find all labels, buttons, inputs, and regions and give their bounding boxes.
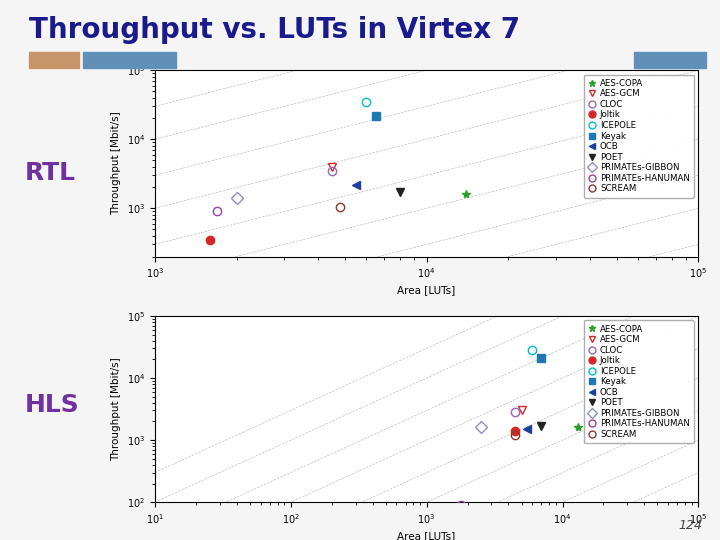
Legend: AES-COPA, AES-GCM, CLOC, Joltik, ICEPOLE, Keyak, OCB, POET, PRIMATEs-GIBBON, PRI: AES-COPA, AES-GCM, CLOC, Joltik, ICEPOLE… <box>583 75 694 198</box>
X-axis label: Area [LUTs]: Area [LUTs] <box>397 531 456 540</box>
Y-axis label: Throughput [Mbit/s]: Throughput [Mbit/s] <box>111 111 121 215</box>
X-axis label: Area [LUTs]: Area [LUTs] <box>397 286 456 295</box>
Text: HLS: HLS <box>25 393 80 417</box>
Legend: AES-COPA, AES-GCM, CLOC, Joltik, ICEPOLE, Keyak, OCB, POET, PRIMATEs-GIBBON, PRI: AES-COPA, AES-GCM, CLOC, Joltik, ICEPOLE… <box>583 320 694 443</box>
Text: 124: 124 <box>678 519 702 532</box>
Text: RTL: RTL <box>25 161 76 185</box>
Y-axis label: Throughput [Mbit/s]: Throughput [Mbit/s] <box>111 357 121 461</box>
Text: Throughput vs. LUTs in Virtex 7: Throughput vs. LUTs in Virtex 7 <box>29 16 520 44</box>
